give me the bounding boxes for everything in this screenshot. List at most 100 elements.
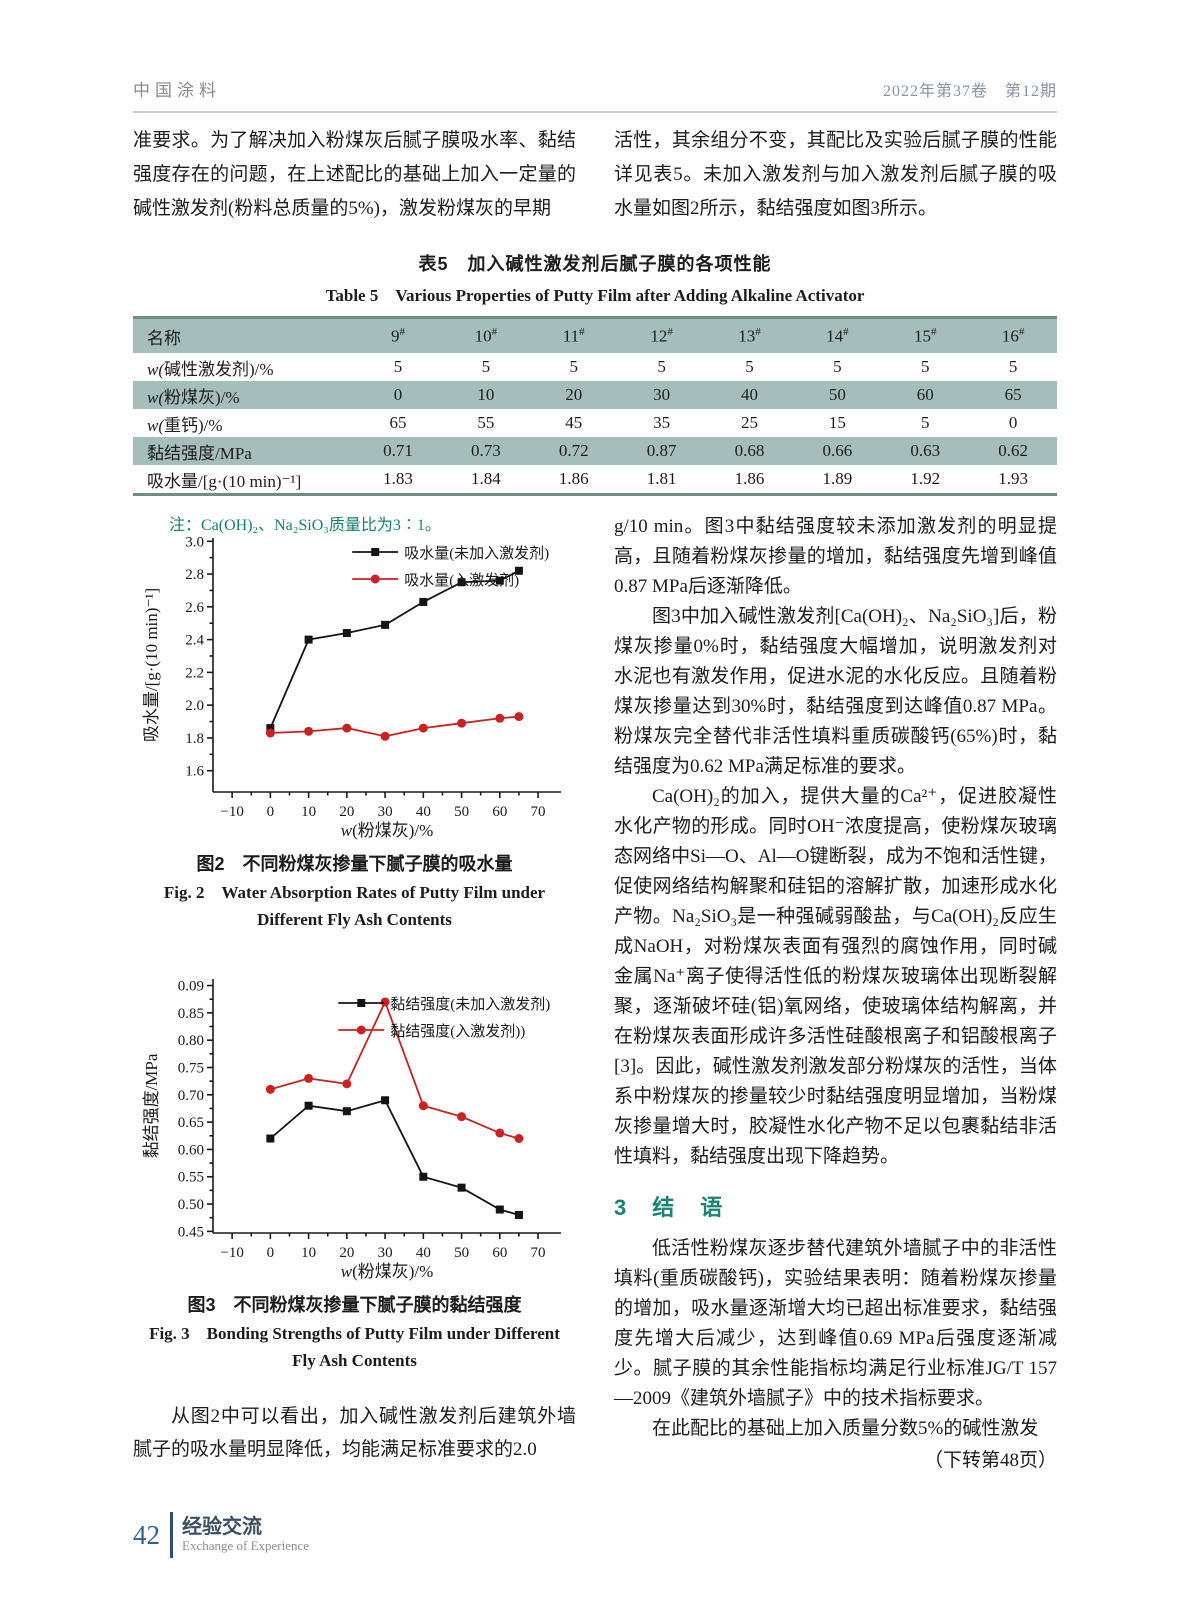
table-row-label: 吸水量/[g·(10 min)⁻¹] [147, 471, 302, 491]
svg-text:0.45: 0.45 [177, 1224, 203, 1240]
table-header-cell: 15# [913, 325, 937, 346]
table-cell: 5 [920, 357, 930, 376]
table-cell: 0.71 [383, 441, 413, 460]
table-cell: 60 [916, 385, 934, 404]
table-cell: 20 [565, 385, 583, 404]
table-note: 注：Ca(OH)₂、Na₂SiO₃质量比为3∶1。 [169, 517, 441, 534]
svg-text:1.6: 1.6 [185, 764, 204, 780]
table-cell: 35 [653, 413, 671, 432]
table-cell: 10 [477, 385, 495, 404]
table-header-cell: 16# [1001, 325, 1025, 346]
body-paragraph-4: 低活性粉煤灰逐步替代建筑外墙腻子中的非活性填料(重质碳酸钙)，实验结果表明：随着… [614, 1238, 1057, 1409]
issue-info: 2022年第37卷 第12期 [882, 83, 1057, 100]
table-cell: 0.73 [470, 441, 501, 460]
table-cell: 65 [1004, 385, 1022, 404]
table-cell: 55 [477, 413, 495, 432]
intro-section: 准要求。为了解决加入粉煤灰后腻子膜吸水率、黏结强度存在的问题，在上述配比的基础上… [133, 124, 1057, 226]
table-cell: 40 [740, 385, 758, 404]
svg-text:10: 10 [301, 804, 316, 820]
svg-text:2.4: 2.4 [185, 633, 204, 649]
table-title-cn: 表5 加入碱性激发剂后腻子膜的各项性能 [418, 254, 772, 274]
table-cell: 0.72 [558, 441, 589, 460]
svg-text:0.50: 0.50 [177, 1197, 203, 1213]
fig3-caption-en-line1: Fig. 3 Bonding Strengths of Putty Film u… [149, 1324, 560, 1343]
table-header-cell: 9# [390, 325, 405, 346]
svg-text:黏结强度(未加入激发剂): 黏结强度(未加入激发剂) [390, 996, 550, 1013]
svg-text:2.0: 2.0 [185, 698, 204, 714]
svg-text:2.2: 2.2 [185, 665, 204, 681]
table-row: w(重钙)/% 65 55 45 35 25 15 5 0 [133, 409, 1057, 437]
table-cell: 5 [481, 357, 491, 376]
fig2-caption-en-line2: Different Fly Ash Contents [257, 910, 452, 929]
fig2-caption-cn: 图2 不同粉煤灰掺量下腻子膜的吸水量 [196, 854, 513, 874]
fig2-caption-en-line1: Fig. 2 Water Absorption Rates of Putty F… [163, 883, 546, 902]
table-cell: 1.81 [646, 469, 677, 488]
table-header-cell: 12# [650, 325, 673, 346]
svg-text:−10: −10 [220, 1245, 243, 1261]
svg-text:3.0: 3.0 [185, 534, 204, 550]
figure-3: −10 0 10 20 30 40 50 60 70 0.45 0.50 0.55 0.60 0.65 0.… [133, 963, 576, 1374]
table-row: w(粉煤灰)/% 0 10 20 30 40 50 60 65 [133, 381, 1057, 409]
body-paragraph-3: Ca(OH)₂的加入，提供大量的Ca²⁺，促进胶凝性水化产物的形成。同时OH⁻浓… [614, 786, 1057, 1167]
footer-divider-bar [170, 1512, 173, 1558]
left-column: −10 0 10 20 30 40 50 60 70 1.6 1.8 2.0 2.2 2.4 2.6 2.8 3… [133, 512, 576, 1485]
svg-text:黏结强度/MPa: 黏结强度/MPa [142, 1053, 161, 1158]
table-row: 吸水量/[g·(10 min)⁻¹] 1.83 1.84 1.86 1.81 1.86 1.… [133, 465, 1057, 495]
table-cell: 0.63 [910, 441, 941, 460]
body-paragraph-1: g/10 min。图3中黏结强度较未添加激发剂的明显提高，且随着粉煤灰掺量的增加… [614, 516, 1057, 597]
table-cell: 5 [657, 357, 666, 376]
body-columns: −10 0 10 20 30 40 50 60 70 1.6 1.8 2.0 2.2 2.4 2.6 2.8 3… [133, 512, 1057, 1485]
svg-text:0.75: 0.75 [177, 1060, 203, 1076]
svg-text:0.09: 0.09 [177, 979, 203, 995]
table-header-cell: 名称 [147, 328, 181, 348]
intro-right-paragraph: 活性，其余组分不变，其配比及实验后腻子膜的性能详见表5。未加入激发剂与加入激发剂… [614, 130, 1057, 219]
table-cell: 1.83 [383, 469, 413, 488]
table-header-cell: 14# [826, 325, 849, 346]
table-cell: 0.62 [998, 441, 1028, 460]
table-cell: 0.66 [822, 441, 853, 460]
table-section: 表5 加入碱性激发剂后腻子膜的各项性能 Table 5 Various Prop… [133, 250, 1057, 535]
table-row: 黏结强度/MPa 0.71 0.73 0.72 0.87 0.68 0.66 0.63 0.62 [133, 437, 1057, 465]
svg-text:10: 10 [301, 1245, 316, 1261]
left-bottom-paragraph: 从图2中可以看出，加入碱性激发剂后建筑外墙腻子的吸水量明显降低，均能满足标准要求… [133, 1406, 576, 1460]
svg-text:0: 0 [266, 804, 274, 820]
svg-text:0: 0 [266, 1245, 274, 1261]
svg-text:60: 60 [492, 1245, 507, 1261]
svg-text:30: 30 [377, 804, 392, 820]
fig2-chart: −10 0 10 20 30 40 50 60 70 1.6 1.8 2.0 2.2 2.4 2.6 2.8 3… [142, 534, 561, 840]
table-title-en: Table 5 Various Properties of Putty Film… [325, 286, 865, 305]
table-cell: 5 [745, 357, 754, 376]
table-cell: 15 [828, 413, 846, 432]
table-cell: 5 [569, 357, 578, 376]
svg-text:60: 60 [492, 804, 507, 820]
section-heading-conclusion: 3 结 语 [614, 1195, 725, 1220]
table-row-label: 黏结强度/MPa [147, 443, 252, 463]
svg-text:0.55: 0.55 [177, 1170, 203, 1186]
svg-text:30: 30 [377, 1245, 392, 1261]
svg-text:0.70: 0.70 [177, 1088, 203, 1104]
svg-text:0.80: 0.80 [177, 1033, 203, 1049]
svg-text:40: 40 [415, 1245, 430, 1261]
table-cell: 5 [393, 357, 403, 376]
svg-text:1.8: 1.8 [185, 731, 204, 747]
table-header-cell: 10# [474, 325, 498, 346]
svg-text:50: 50 [454, 1245, 469, 1261]
page-footer: 42 经验交流 Exchange of Experience [133, 1512, 309, 1558]
page-number: 42 [133, 1519, 160, 1550]
table-cell: 45 [565, 413, 583, 432]
body-paragraph-5: 在此配比的基础上加入质量分数5%的碱性激发 [652, 1418, 1039, 1439]
table-cell: 65 [389, 413, 407, 432]
table-row-label: w(粉煤灰)/% [147, 387, 240, 407]
table-cell: 0 [1008, 413, 1018, 432]
intro-left-paragraph: 准要求。为了解决加入粉煤灰后腻子膜吸水率、黏结强度存在的问题，在上述配比的基础上… [133, 130, 576, 219]
table-cell: 1.86 [558, 469, 589, 488]
svg-text:w(粉煤灰)/%: w(粉煤灰)/% [340, 1262, 433, 1281]
fig3-caption-en-line2: Fly Ash Contents [292, 1351, 417, 1370]
table-cell: 0 [393, 385, 403, 404]
svg-text:w(粉煤灰)/%: w(粉煤灰)/% [340, 821, 433, 840]
table-cell: 0.68 [734, 441, 765, 460]
svg-text:50: 50 [454, 804, 469, 820]
table-cell: 30 [653, 385, 671, 404]
table-cell: 1.84 [470, 469, 501, 488]
